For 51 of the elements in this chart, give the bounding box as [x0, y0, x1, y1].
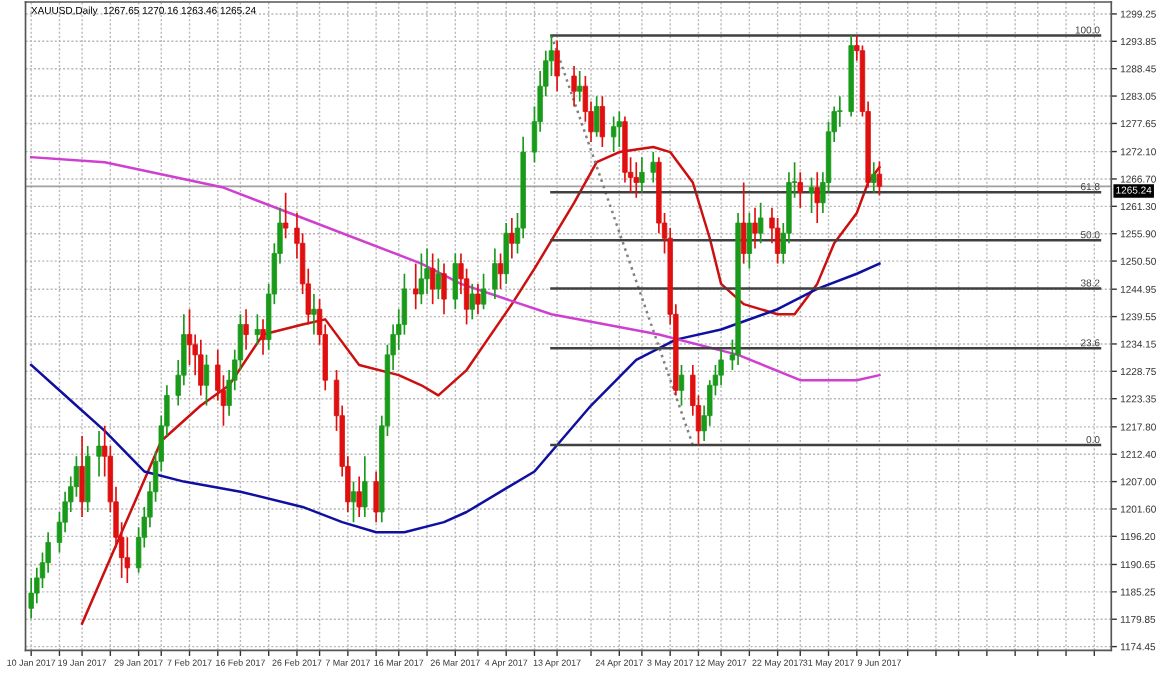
candlestick: [741, 181, 747, 265]
candlestick: [96, 430, 102, 478]
candlestick: [616, 110, 622, 148]
candlestick: [554, 39, 560, 93]
candlestick: [356, 475, 362, 518]
candlestick: [509, 217, 515, 260]
candlestick: [577, 70, 583, 103]
candlestick: [599, 95, 606, 148]
candlestick: [593, 95, 600, 138]
candlestick: [497, 252, 504, 290]
candlestick: [797, 171, 803, 209]
candlestick: [503, 222, 509, 285]
line-series: [80, 145, 881, 625]
candlestick: [413, 262, 419, 311]
candlestick: [85, 445, 91, 513]
candlestick: [492, 247, 498, 300]
candlestick: [808, 176, 815, 214]
candlestick: [633, 161, 639, 199]
candlestick: [871, 161, 877, 194]
candlestick: [198, 338, 204, 397]
candlestick: [362, 455, 368, 518]
candlestick: [480, 272, 487, 311]
candlestick: [79, 435, 85, 518]
candlestick: [475, 283, 481, 316]
candlestick: [243, 308, 249, 351]
line-series: [29, 155, 881, 382]
candlestick: [876, 160, 883, 197]
candlestick: [571, 65, 577, 108]
candlestick: [610, 115, 617, 153]
line-series: [29, 262, 881, 534]
candlestick: [373, 470, 379, 523]
candlestick: [203, 354, 210, 407]
candlestick: [435, 257, 442, 300]
candlestick: [718, 348, 724, 387]
candlestick: [418, 252, 425, 305]
candlestick: [430, 252, 436, 305]
candlestick: [752, 207, 758, 250]
candlestick: [650, 151, 656, 184]
candlestick: [678, 364, 685, 407]
candlestick: [757, 201, 764, 245]
candlestick: [452, 252, 458, 311]
candlestick: [311, 293, 317, 336]
candlestick: [639, 156, 645, 194]
candlestick: [469, 283, 475, 321]
candlestick: [746, 212, 753, 270]
candlestick: [350, 480, 357, 523]
candlestick: [254, 313, 261, 346]
candlestick: [814, 171, 820, 224]
candlestick: [441, 262, 447, 316]
candlestick: [260, 318, 266, 356]
candlestick: [282, 191, 289, 240]
